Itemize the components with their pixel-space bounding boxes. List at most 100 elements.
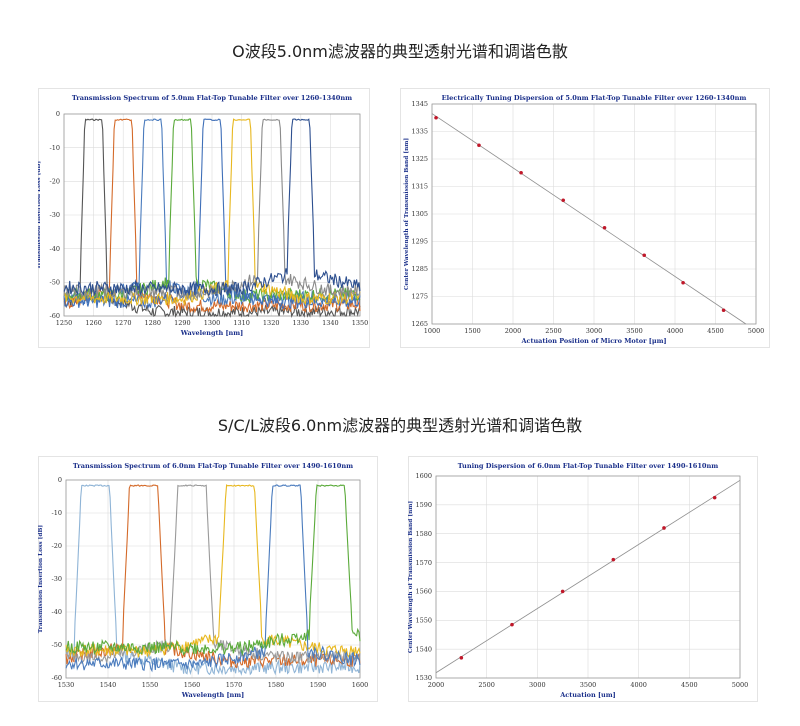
chart-title: Tuning Dispersion of 6.0nm Flat-Top Tuna… (458, 462, 719, 470)
x-tick-label: 1000 (424, 327, 441, 335)
chart-title: Transmission Spectrum of 5.0nm Flat-Top … (72, 94, 352, 102)
y-tick-label: 0 (56, 110, 60, 118)
y-tick-label: 1590 (415, 501, 432, 509)
data-point (611, 557, 616, 562)
x-tick-label: 2000 (505, 327, 522, 335)
x-tick-label: 3500 (580, 681, 597, 689)
spectrum-series-line (63, 118, 361, 301)
spectrum-series-line (63, 118, 361, 314)
y-tick-label: 1540 (415, 645, 432, 653)
spectrum-series-line (63, 118, 361, 298)
data-point (434, 115, 438, 120)
scl-band-spectrum-chart: Transmission Spectrum of 6.0nm Flat-Top … (38, 456, 378, 702)
y-axis-label: Center Wavelength of Transmission Band [… (408, 501, 414, 654)
chart-title: Electrically Tuning Dispersion of 5.0nm … (442, 94, 747, 102)
x-tick-label: 5000 (748, 327, 765, 335)
y-tick-label: -30 (52, 575, 62, 583)
spectrum-series-line (65, 484, 361, 673)
data-point (642, 253, 647, 258)
plot-area (431, 103, 757, 325)
plot-area (65, 479, 361, 679)
x-tick-label: 1570 (226, 681, 243, 689)
y-tick-label: 1580 (415, 530, 432, 538)
x-tick-label: 4000 (667, 327, 684, 335)
x-axis-label: Wavelength [nm] (180, 329, 243, 337)
x-axis-label: Actuation Position of Micro Motor [μm] (520, 337, 666, 345)
data-point (681, 280, 685, 285)
plot-area (435, 475, 741, 679)
data-point (459, 656, 464, 660)
data-point (477, 143, 481, 148)
x-axis-label: Wavelength [nm] (181, 691, 244, 699)
data-point (510, 622, 514, 627)
x-tick-label: 2000 (428, 681, 445, 689)
section-title-o-band: O波段5.0nm滤波器的典型透射光谱和调谐色散 (232, 42, 568, 61)
spectrum-series-line (65, 484, 361, 658)
y-tick-label: -40 (52, 608, 62, 616)
y-tick-label: 1600 (415, 472, 432, 480)
y-tick-label: 1530 (415, 674, 432, 682)
x-tick-label: 3000 (586, 327, 603, 335)
x-tick-label: 1550 (142, 681, 159, 689)
x-tick-label: 1260 (85, 319, 102, 327)
chart-panel-scl-dispersion: Tuning Dispersion of 6.0nm Flat-Top Tuna… (408, 456, 758, 706)
data-point (721, 308, 726, 313)
x-tick-label: 2500 (478, 681, 495, 689)
data-point (519, 170, 523, 175)
x-axis-label: Actuation [um] (559, 691, 616, 699)
chart-frame (400, 88, 770, 348)
x-tick-label: 1310 (233, 319, 250, 327)
chart-panel-o-dispersion: Electrically Tuning Dispersion of 5.0nm … (400, 88, 770, 352)
y-tick-label: -60 (52, 674, 62, 682)
y-tick-label: 1315 (411, 183, 428, 191)
data-point (662, 526, 666, 530)
x-tick-label: 1600 (352, 681, 369, 689)
y-tick-label: 1335 (411, 128, 428, 136)
fit-line (435, 479, 741, 674)
y-tick-label: -60 (50, 312, 60, 320)
x-tick-label: 1290 (174, 319, 191, 327)
x-tick-label: 1580 (268, 681, 285, 689)
y-tick-label: 1285 (411, 265, 428, 273)
y-tick-label: 1560 (415, 588, 432, 596)
x-tick-label: 5000 (732, 681, 749, 689)
chart-panel-o-spectrum: Transmission Spectrum of 5.0nm Flat-Top … (36, 88, 370, 352)
x-tick-label: 1590 (310, 681, 327, 689)
x-tick-label: 1530 (58, 681, 75, 689)
y-tick-label: -50 (52, 641, 62, 649)
x-tick-label: 2500 (545, 327, 562, 335)
y-tick-label: -20 (50, 178, 60, 186)
x-tick-label: 4000 (630, 681, 647, 689)
y-tick-label: 1550 (415, 616, 432, 624)
y-tick-label: -30 (50, 211, 60, 219)
y-tick-label: 1305 (411, 210, 428, 218)
chart-frame (408, 456, 758, 702)
fit-line (431, 113, 747, 325)
data-point (560, 589, 565, 594)
y-tick-label: -40 (50, 245, 60, 253)
x-tick-label: 1330 (293, 319, 310, 327)
spectrum-series-line (65, 484, 361, 665)
x-tick-label: 4500 (707, 327, 724, 335)
x-tick-label: 3000 (529, 681, 546, 689)
chart-panel-scl-spectrum: Transmission Spectrum of 6.0nm Flat-Top … (38, 456, 378, 706)
x-tick-label: 1340 (322, 319, 339, 327)
x-tick-label: 1560 (184, 681, 201, 689)
x-tick-label: 4500 (681, 681, 698, 689)
y-tick-label: -20 (52, 542, 62, 550)
spectrum-series-line (63, 118, 361, 310)
x-tick-label: 1500 (464, 327, 481, 335)
y-tick-label: -50 (50, 279, 60, 287)
y-tick-label: 1345 (411, 100, 428, 108)
x-tick-label: 1540 (100, 681, 117, 689)
o-band-dispersion-chart: Electrically Tuning Dispersion of 5.0nm … (400, 88, 770, 348)
data-point (712, 495, 717, 500)
y-tick-label: -10 (52, 509, 62, 517)
x-tick-label: 1300 (204, 319, 221, 327)
chart-title: Transmission Spectrum of 6.0nm Flat-Top … (73, 462, 353, 470)
x-tick-label: 3500 (626, 327, 643, 335)
y-tick-label: 1275 (411, 293, 428, 301)
o-band-spectrum-chart: Transmission Spectrum of 5.0nm Flat-Top … (36, 88, 370, 348)
y-tick-label: 1325 (411, 155, 428, 163)
spectrum-series-line (65, 484, 361, 657)
